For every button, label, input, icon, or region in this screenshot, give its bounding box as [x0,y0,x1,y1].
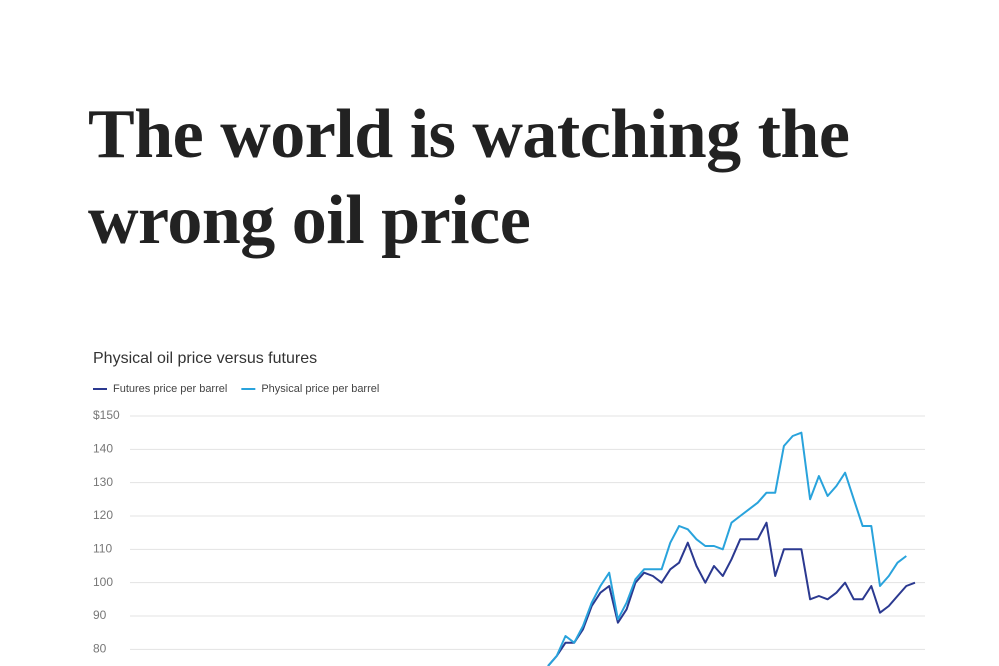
y-tick-label: 90 [93,608,107,622]
series-line [547,521,916,666]
y-tick-label: 110 [93,542,112,556]
headline: The world is watching the wrong oil pric… [88,96,850,259]
legend-label: Futures price per barrel [113,383,227,395]
y-tick-label: 140 [93,442,113,456]
series-line [547,431,907,666]
y-tick-label: $150 [93,408,120,422]
y-tick-label: 80 [93,642,107,656]
y-tick-label: 120 [93,508,113,522]
legend-label: Physical price per barrel [261,383,379,395]
y-tick-label: 100 [93,575,113,589]
y-tick-label: 130 [93,475,113,489]
chart-title: Physical oil price versus futures [93,350,317,367]
